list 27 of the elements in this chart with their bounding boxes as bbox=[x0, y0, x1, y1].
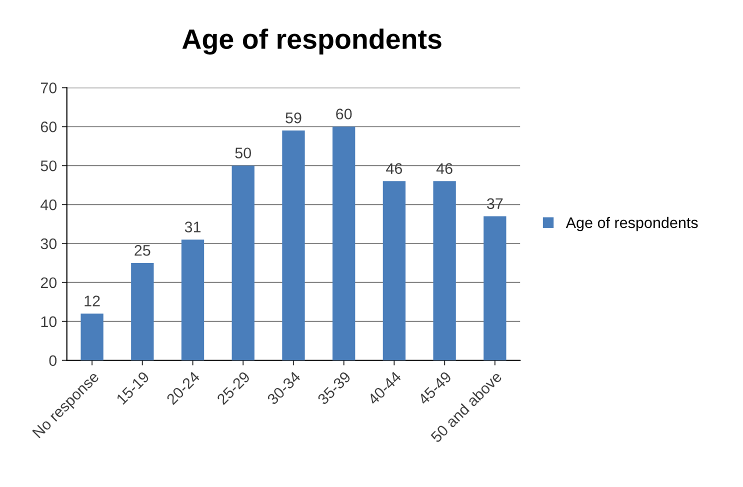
y-tick-label: 20 bbox=[40, 277, 57, 288]
data-label: 12 bbox=[84, 296, 100, 306]
bar bbox=[80, 314, 104, 360]
data-label: 46 bbox=[436, 163, 452, 174]
bar bbox=[382, 181, 406, 360]
y-tick-label: 0 bbox=[49, 355, 57, 366]
legend-label: Age of respondents bbox=[566, 216, 698, 232]
bar bbox=[484, 216, 506, 360]
y-tick-label: 30 bbox=[40, 238, 57, 250]
bar bbox=[332, 126, 356, 360]
y-tick-label: 40 bbox=[40, 199, 57, 210]
chart-title: Age of respondents bbox=[182, 28, 442, 55]
y-tick-label: 60 bbox=[40, 121, 57, 132]
data-label: 60 bbox=[336, 108, 352, 120]
y-tick-label: 10 bbox=[41, 316, 57, 328]
data-label: 46 bbox=[386, 163, 402, 174]
data-label: 31 bbox=[184, 222, 201, 232]
data-label: 59 bbox=[286, 112, 302, 124]
bar bbox=[181, 240, 204, 360]
bar bbox=[282, 130, 305, 360]
bar bbox=[433, 181, 456, 360]
y-tick-label: 70 bbox=[40, 82, 57, 94]
bar bbox=[232, 166, 254, 360]
data-label: 50 bbox=[235, 148, 252, 158]
y-tick-label: 50 bbox=[40, 160, 57, 172]
bar bbox=[131, 262, 154, 360]
data-label: 25 bbox=[134, 244, 150, 256]
